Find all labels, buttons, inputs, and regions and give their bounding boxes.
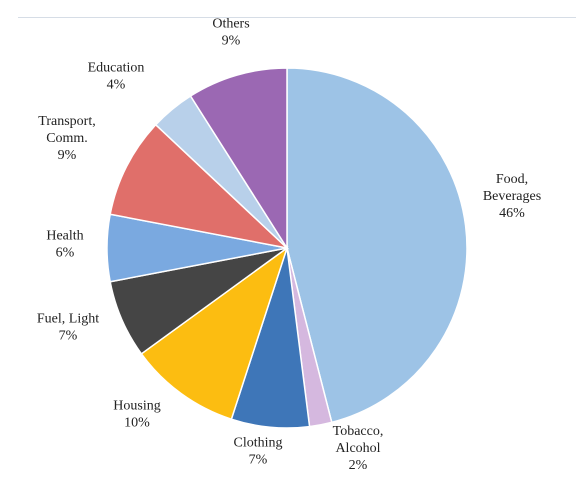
pie-label-percent: 10% <box>124 416 150 431</box>
pie-label-health: Health 6% <box>46 229 83 261</box>
pie-label-text: Housing <box>113 399 160 414</box>
pie-label-text: Health <box>46 229 83 244</box>
pie-label-transport-comm: Transport, Comm. 9% <box>38 114 95 163</box>
pie-labels: Food, Beverages 46% Tobacco, Alcohol 2% Clothi… <box>37 17 541 474</box>
pie-label-percent: 7% <box>59 329 78 344</box>
pie-label-text: Comm. <box>46 131 88 146</box>
pie-label-text: Food, <box>496 172 528 187</box>
pie-slices <box>106 67 468 429</box>
pie-slice-housing <box>140 246 289 421</box>
pie-label-percent: 9% <box>222 34 241 49</box>
pie-label-percent: 9% <box>58 148 77 163</box>
pie-label-percent: 46% <box>499 206 525 221</box>
pie-slice-food-beverages <box>286 67 468 424</box>
pie-label-text: Beverages <box>483 189 541 204</box>
pie-label-percent: 2% <box>349 458 368 473</box>
pie-label-text: Education <box>88 61 145 76</box>
top-divider <box>18 17 576 18</box>
pie-label-food-beverages: Food, Beverages 46% <box>483 172 541 221</box>
pie-label-percent: 4% <box>107 78 126 93</box>
pie-label-clothing: Clothing 7% <box>233 436 282 468</box>
pie-label-housing: Housing 10% <box>113 399 160 431</box>
pie-label-fuel-light: Fuel, Light 7% <box>37 312 99 344</box>
pie-label-percent: 6% <box>56 246 75 261</box>
pie-label-percent: 7% <box>249 453 268 468</box>
pie-label-education: Education 4% <box>88 61 145 93</box>
pie-slice-transport-comm <box>109 123 290 250</box>
pie-label-text: Others <box>212 17 249 32</box>
pie-label-text: Alcohol <box>335 441 380 456</box>
pie-label-text: Tobacco, <box>333 424 384 439</box>
pie-label-tobacco-alcohol: Tobacco, Alcohol 2% <box>333 424 384 473</box>
pie-label-text: Clothing <box>233 436 282 451</box>
pie-slice-others <box>189 67 288 251</box>
pie-label-text: Fuel, Light <box>37 312 99 327</box>
pie-label-text: Transport, <box>38 114 95 129</box>
pie-label-others: Others 9% <box>212 17 249 49</box>
